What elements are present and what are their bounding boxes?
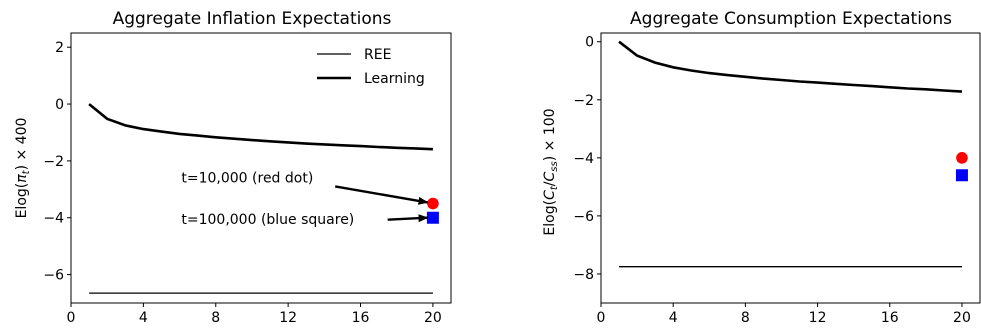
- y-tick-label: 2: [55, 40, 64, 56]
- y-tick-label: −2: [43, 154, 64, 170]
- red-dot-marker: [956, 152, 968, 164]
- red-dot-marker: [427, 197, 439, 210]
- chart-title: Aggregate Inflation Expectations: [113, 9, 392, 29]
- x-tick-label: 8: [741, 310, 750, 326]
- plot-frame: [70, 32, 452, 304]
- x-tick-label: 0: [597, 310, 606, 326]
- x-tick-label: 4: [669, 310, 678, 326]
- annotation-text: t=10,000 (red dot): [181, 170, 313, 186]
- y-tick-label: −8: [573, 267, 594, 283]
- x-tick-label: 4: [139, 310, 148, 326]
- y-tick-label: −4: [43, 211, 64, 227]
- x-tick-label: 16: [881, 310, 899, 326]
- y-tick-label: −6: [43, 268, 64, 284]
- legend-label: Learning: [364, 71, 425, 87]
- x-tick-label: 8: [211, 310, 220, 326]
- panel-consumption: Aggregate Consumption Expectations Elog(…: [542, 9, 981, 326]
- panel-inflation: Aggregate Inflation Expectations Elog(πt…: [14, 9, 452, 326]
- chart-title: Aggregate Consumption Expectations: [630, 9, 952, 29]
- y-axis-label: Elog(Ct/Css) × 100: [542, 108, 560, 235]
- blue-square-marker: [955, 169, 968, 182]
- series-line-learning: [88, 103, 433, 151]
- series-line-learning: [618, 40, 963, 93]
- y-tick-label: −4: [573, 151, 594, 167]
- plot-frame: [600, 32, 981, 304]
- y-tick-label: 0: [55, 97, 64, 113]
- x-tick-label: 16: [352, 310, 370, 326]
- x-tick-label: 20: [953, 310, 971, 326]
- blue-square-marker: [426, 211, 439, 224]
- y-tick-label: −6: [573, 209, 594, 225]
- annotation-text: t=100,000 (blue square): [181, 212, 354, 228]
- x-tick-label: 0: [67, 310, 76, 326]
- x-tick-label: 20: [424, 310, 442, 326]
- x-tick-label: 12: [279, 310, 297, 326]
- plot-area: 0 4 8 12 16 20 0 −2 −4 −6 −8: [573, 32, 981, 326]
- y-axis-label: Elog(πt) × 400: [14, 118, 32, 219]
- y-tick-label: 0: [585, 35, 594, 51]
- x-tick-label: 12: [809, 310, 827, 326]
- legend-label: REE: [364, 47, 391, 63]
- y-tick-label: −2: [573, 93, 594, 109]
- plot-area: t=10,000 (red dot) t=100,000 (blue square…: [43, 32, 452, 326]
- annotation-arrow: [387, 214, 429, 223]
- annotation-arrow: [334, 185, 429, 205]
